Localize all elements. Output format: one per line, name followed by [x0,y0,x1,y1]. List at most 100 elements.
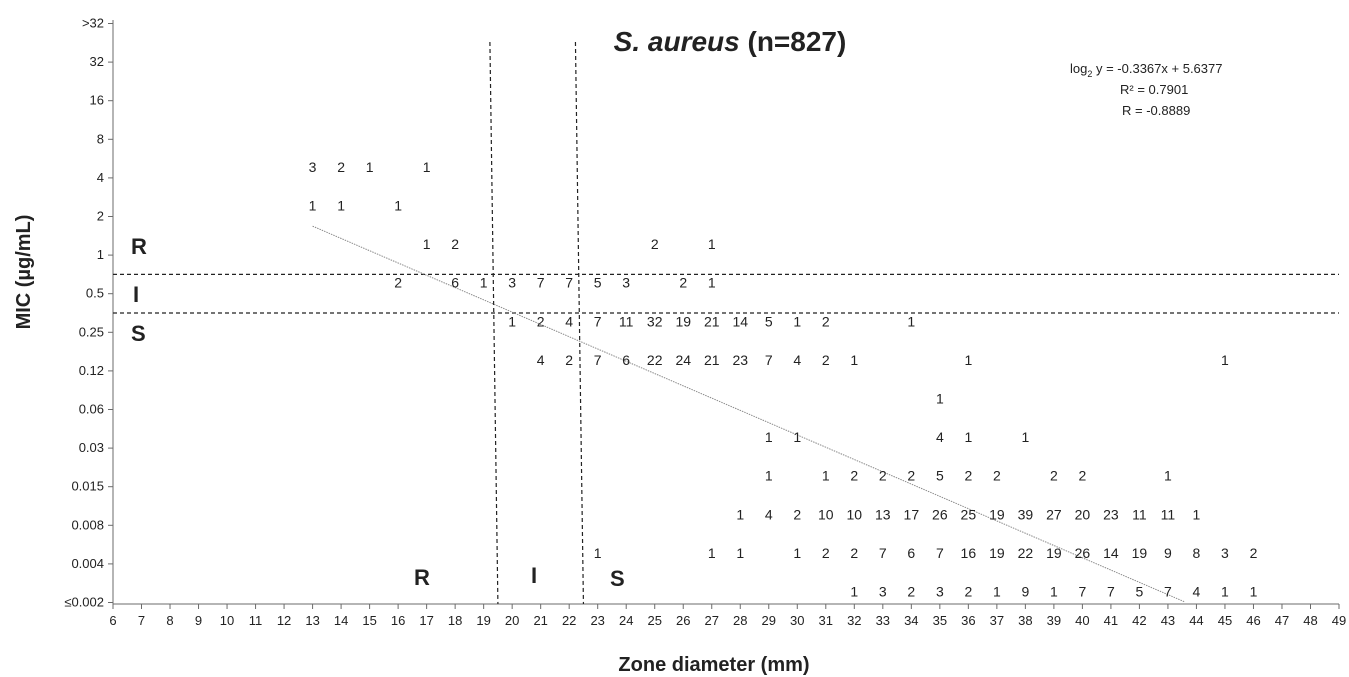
count-label: 1 [1164,468,1172,484]
x-tick-label: 15 [362,613,376,628]
y-tick-label: >32 [82,16,104,31]
count-label: 7 [1078,584,1086,600]
count-label: 19 [989,545,1005,561]
count-label: 2 [822,352,830,368]
count-label: 5 [936,468,944,484]
x-tick-label: 25 [647,613,661,628]
count-labels: 3 2 1 11 1 11 2 2 12 6 1 3 7 7 5 3 2 11 2 4 7 11 32 19 21 14 5 1 2 14… [309,159,1258,600]
x-tick-label: 42 [1132,613,1146,628]
count-label: 5 [594,275,602,291]
count-label: 1 [508,313,516,329]
count-label: 3 [508,275,516,291]
equation-line-1: log2 y = -0.3367x + 5.6377 [1070,61,1222,79]
count-label: 7 [537,275,545,291]
y-zone-label-s: S [131,321,146,346]
count-label: 1 [1021,429,1029,445]
count-label: 1 [822,468,830,484]
x-tick-label: 27 [705,613,719,628]
x-tick-label: 8 [166,613,173,628]
count-label: 13 [875,506,891,522]
count-label: 1 [708,236,716,252]
count-label: 7 [1164,584,1172,600]
count-label: 39 [1018,506,1034,522]
x-zone-label-i: I [531,563,537,588]
x-tick-label: 13 [305,613,319,628]
count-label: 1 [1221,584,1229,600]
x-tick-label: 26 [676,613,690,628]
count-label: 2 [337,159,345,175]
x-tick-labels: 6 7 8 9 10 11 12 13 14 15 16 17 18 19 20 21 22 23 24 25 26 27… [109,613,1346,628]
count-label: 4 [565,313,573,329]
trend-line-group [312,225,1186,603]
count-label: 1 [423,159,431,175]
count-label: 7 [565,275,573,291]
x-tick-label: 39 [1047,613,1061,628]
count-label: 4 [1193,584,1201,600]
count-label: 1 [1193,506,1201,522]
x-tick-label: 21 [533,613,547,628]
x-tick-label: 24 [619,613,633,628]
count-label: 10 [847,506,863,522]
chart-title-count: (n=827) [740,26,847,57]
x-tick-label: 34 [904,613,918,628]
count-label: 2 [850,468,858,484]
count-label: 11 [1161,506,1176,522]
count-label: 1 [1250,584,1258,600]
count-label: 1 [480,275,488,291]
count-label: 7 [1107,584,1115,600]
count-label: 1 [765,468,773,484]
count-label: 11 [619,313,634,329]
y-tick-label: 2 [97,209,104,224]
x-tick-label: 22 [562,613,576,628]
count-label: 9 [1021,584,1029,600]
count-label: 2 [451,236,459,252]
count-label: 1 [850,584,858,600]
count-label: 2 [907,584,915,600]
y-tick-label: 0.25 [79,324,104,339]
count-label: 1 [394,198,402,214]
count-label: 1 [793,429,801,445]
x-tick-label: 16 [391,613,405,628]
count-label: 4 [936,429,944,445]
y-tick-label: 1 [97,247,104,262]
y-tick-label: 0.5 [86,286,104,301]
x-tick-label: 49 [1332,613,1346,628]
count-label: 2 [850,545,858,561]
x-tick-label: 47 [1275,613,1289,628]
count-label: 1 [594,545,602,561]
count-label: 1 [337,198,345,214]
count-label: 32 [647,313,663,329]
count-label: 2 [1078,468,1086,484]
breakpoint-line-susceptible-zone [574,41,585,605]
x-tick-label: 36 [961,613,975,628]
x-tick-label: 7 [138,613,145,628]
y-tick-label: 8 [97,131,104,146]
count-label: 3 [936,584,944,600]
count-label: 24 [675,352,691,368]
count-label: 26 [1075,545,1091,561]
y-zone-label-i: I [133,282,139,307]
equation-formula: y = -0.3367x + 5.6377 [1092,61,1222,76]
count-label: 10 [818,506,834,522]
count-label: 1 [964,429,972,445]
count-label: 8 [1193,545,1201,561]
x-tick-label: 44 [1189,613,1203,628]
count-label: 2 [394,275,402,291]
x-tick-label: 19 [476,613,490,628]
count-label: 6 [451,275,459,291]
count-label: 1 [936,391,944,407]
x-tick-label: 35 [933,613,947,628]
count-label: 9 [1164,545,1172,561]
count-label: 22 [1018,545,1034,561]
x-tick-label: 48 [1303,613,1317,628]
count-label: 6 [622,352,630,368]
count-label: 2 [879,468,887,484]
x-tick-label: 45 [1218,613,1232,628]
count-label: 4 [537,352,545,368]
regression-trend-line [312,225,1186,603]
count-label: 2 [907,468,915,484]
count-label: 1 [765,429,773,445]
count-label: 21 [704,313,720,329]
y-tick-label: 4 [97,170,104,185]
